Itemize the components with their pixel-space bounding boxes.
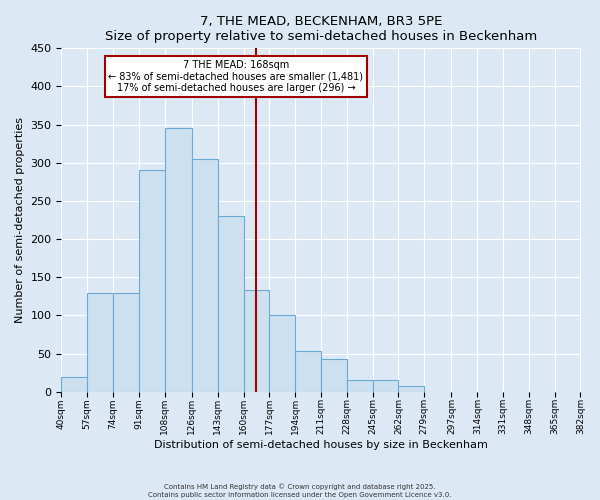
Title: 7, THE MEAD, BECKENHAM, BR3 5PE
Size of property relative to semi-detached house: 7, THE MEAD, BECKENHAM, BR3 5PE Size of … <box>105 15 537 43</box>
X-axis label: Distribution of semi-detached houses by size in Beckenham: Distribution of semi-detached houses by … <box>154 440 488 450</box>
Bar <box>61 376 87 392</box>
Bar <box>164 128 192 392</box>
Y-axis label: Number of semi-detached properties: Number of semi-detached properties <box>15 117 25 323</box>
Bar <box>295 350 321 392</box>
Bar <box>347 380 373 392</box>
Bar <box>269 316 295 392</box>
Text: 7 THE MEAD: 168sqm
← 83% of semi-detached houses are smaller (1,481)
17% of semi: 7 THE MEAD: 168sqm ← 83% of semi-detache… <box>109 60 364 93</box>
Bar <box>321 359 347 392</box>
Bar <box>398 386 424 392</box>
Bar <box>244 290 269 392</box>
Bar <box>113 292 139 392</box>
Bar <box>373 380 398 392</box>
Text: Contains HM Land Registry data © Crown copyright and database right 2025.
Contai: Contains HM Land Registry data © Crown c… <box>148 484 452 498</box>
Bar <box>87 292 113 392</box>
Bar <box>192 159 218 392</box>
Bar <box>218 216 244 392</box>
Bar <box>139 170 164 392</box>
